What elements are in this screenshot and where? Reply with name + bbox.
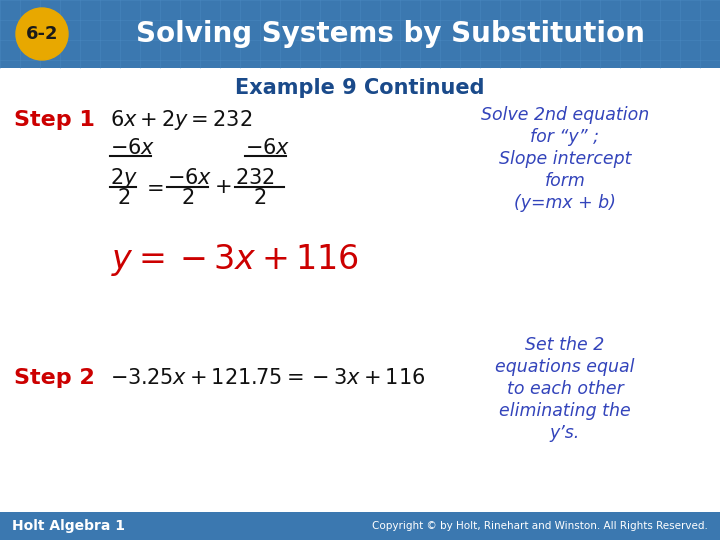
Text: equations equal: equations equal [495,358,635,376]
Text: $+$: $+$ [214,177,231,197]
Text: $2$: $2$ [253,188,266,208]
Circle shape [16,8,68,60]
Text: Step 1: Step 1 [14,110,95,130]
Text: Solve 2nd equation: Solve 2nd equation [481,106,649,124]
Text: $-6x$: $-6x$ [245,138,290,158]
Text: (y=mx + b): (y=mx + b) [514,194,616,212]
FancyBboxPatch shape [0,0,720,68]
Text: 6-2: 6-2 [26,25,58,43]
Text: Copyright © by Holt, Rinehart and Winston. All Rights Reserved.: Copyright © by Holt, Rinehart and Winsto… [372,521,708,531]
Text: eliminating the: eliminating the [499,402,631,420]
Text: Step 2: Step 2 [14,368,95,388]
Text: $2$: $2$ [117,188,130,208]
Text: $2$: $2$ [181,188,194,208]
Text: $-6x$: $-6x$ [167,168,212,188]
Text: Example 9 Continued: Example 9 Continued [235,78,485,98]
Text: Holt Algebra 1: Holt Algebra 1 [12,519,125,533]
Text: Set the 2: Set the 2 [526,336,605,354]
Text: y’s.: y’s. [550,424,580,442]
Text: Slope intercept: Slope intercept [499,150,631,168]
Text: $6x + 2y=  232$: $6x + 2y= 232$ [110,108,252,132]
Text: $y = -3x + 116$: $y = -3x + 116$ [111,242,359,278]
Text: $232$: $232$ [235,168,275,188]
Text: $=$: $=$ [142,177,163,197]
FancyBboxPatch shape [0,512,720,540]
Text: Solving Systems by Substitution: Solving Systems by Substitution [135,20,644,48]
Text: form: form [544,172,585,190]
Text: for “y” ;: for “y” ; [531,128,600,146]
Text: to each other: to each other [507,380,624,398]
Text: $-3.25x + 121.75 = -3x + 116$: $-3.25x + 121.75 = -3x + 116$ [110,368,426,388]
Text: $-6x$: $-6x$ [110,138,156,158]
Text: $2y$: $2y$ [110,166,138,190]
